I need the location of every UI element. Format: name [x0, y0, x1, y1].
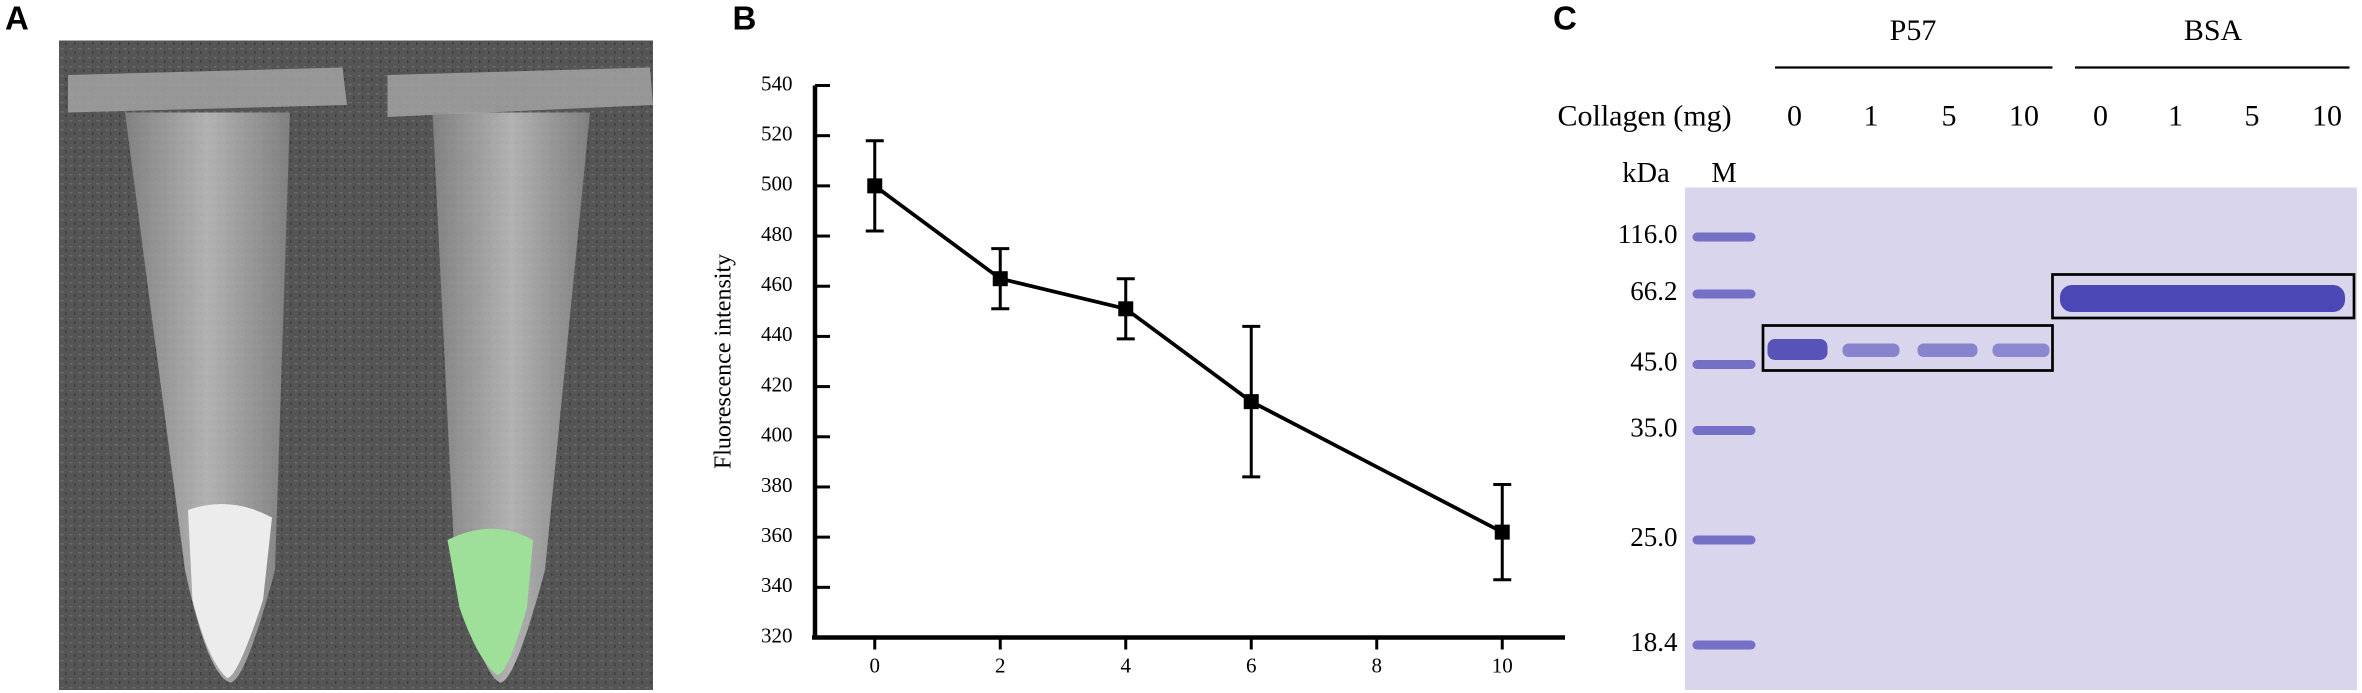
- panel-label: C: [1553, 0, 1577, 37]
- y-tick-label: 380: [761, 473, 793, 497]
- lane-label: 10: [2009, 99, 2039, 132]
- lane-label: 1: [1864, 99, 1879, 132]
- lane-label: 0: [2093, 99, 2108, 132]
- lane-label: 5: [1942, 99, 1957, 132]
- y-tick-label: 500: [761, 172, 793, 196]
- x-tick-label: 6: [1246, 653, 1257, 677]
- lane-label: 1: [2168, 99, 2183, 132]
- y-tick-label: 420: [761, 372, 793, 396]
- data-line: [873, 184, 1504, 534]
- marker-label: 66.2: [1630, 276, 1677, 306]
- x-tick-label: 0: [870, 653, 881, 677]
- marker-label: 35.0: [1630, 413, 1677, 443]
- marker-band: [1692, 535, 1756, 545]
- data-point: [1118, 301, 1134, 317]
- y-tick-label: 460: [761, 272, 793, 296]
- row-label: Collagen (mg): [1558, 99, 1732, 132]
- marker-band: [1692, 289, 1756, 299]
- marker-band: [1692, 232, 1756, 242]
- photo: [59, 40, 653, 690]
- marker-lane-label: M: [1711, 158, 1736, 189]
- marker-label: 25.0: [1630, 522, 1677, 552]
- marker-label: 45.0: [1630, 347, 1677, 377]
- marker-label: 18.4: [1630, 627, 1678, 657]
- group-label: BSA: [2184, 14, 2243, 47]
- marker-band: [1692, 360, 1756, 369]
- x-tick-label: 4: [1121, 653, 1132, 677]
- y-axis-label: Fluorescence intensity: [711, 254, 737, 469]
- x-tick-label: 2: [995, 653, 1006, 677]
- panel-label: B: [733, 0, 757, 37]
- y-tick-label: 480: [761, 222, 793, 246]
- group-label: P57: [1890, 14, 1937, 47]
- panel-label: A: [5, 0, 29, 37]
- marker-band: [1692, 426, 1756, 435]
- data-point: [1243, 394, 1259, 410]
- marker-band: [1692, 640, 1756, 650]
- x-tick-label: 8: [1372, 653, 1383, 677]
- x-tick-label: 10: [1492, 653, 1513, 677]
- y-tick-label: 440: [761, 322, 793, 346]
- data-point: [867, 178, 883, 194]
- marker-label: 116.0: [1618, 219, 1678, 249]
- y-tick-label: 400: [761, 423, 793, 447]
- lane-label: 0: [1787, 99, 1802, 132]
- y-tick-label: 340: [761, 573, 793, 597]
- data-point: [992, 271, 1008, 287]
- y-tick-label: 320: [761, 623, 793, 647]
- y-tick-label: 360: [761, 523, 793, 547]
- gel: P57 BSA Collagen (mg) kDa M 0 1 5 10 0 1 5 10 11…: [1558, 14, 2357, 690]
- lane-label: 10: [2312, 99, 2342, 132]
- y-tick-label: 520: [761, 121, 793, 145]
- line-chart: Fluorescence intensity 32034036038040042…: [711, 71, 1565, 677]
- unit-label: kDa: [1622, 158, 1670, 189]
- lane-label: 5: [2245, 99, 2260, 132]
- y-tick-label: 540: [761, 71, 793, 95]
- data-point: [1494, 524, 1510, 540]
